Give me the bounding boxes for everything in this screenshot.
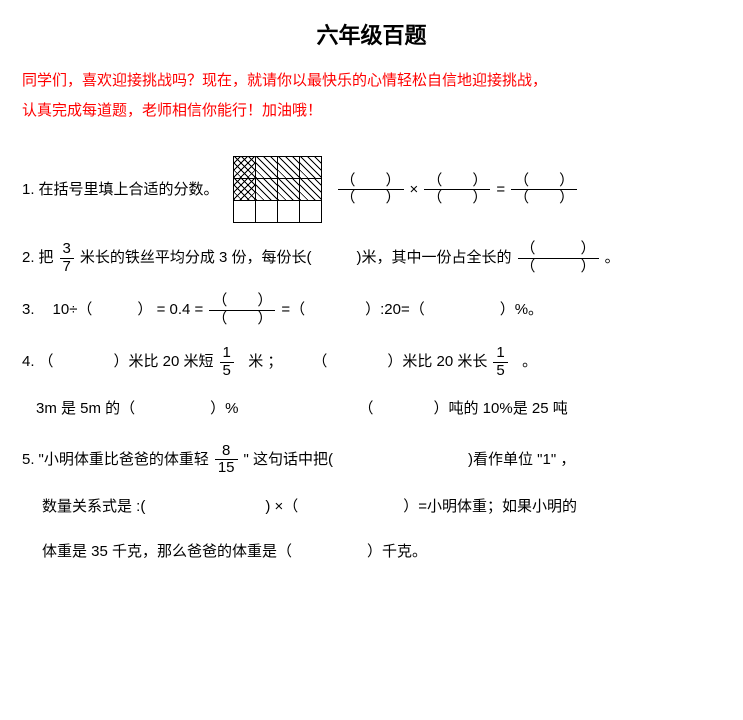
q5-number: 5. [22, 444, 35, 476]
intro-line-1: 同学们，喜欢迎接挑战吗？现在，就请你以最快乐的心情轻松自信地迎接挑战， [22, 72, 547, 89]
q1-number: 1. [22, 174, 35, 206]
q2-number: 2. [22, 242, 35, 274]
paren-blank: （ ） [338, 173, 404, 190]
q1-frac-3: （ ） （ ） [511, 173, 577, 207]
question-1: 1. 在括号里填上合适的分数。 （ ） （ ） × （ ） （ ） = （ ） … [22, 156, 721, 223]
q1-grid [233, 156, 322, 223]
page-title: 六年级百题 [22, 18, 721, 50]
q1-text: 在括号里填上合适的分数。 [39, 174, 219, 206]
q5-line-3: 体重是 35 千克，那么爸爸的体重是（ ）千克。 [42, 543, 427, 560]
fraction-numerator: 1 [220, 345, 234, 362]
q2-paren-fraction: （ ） （ ） [518, 241, 599, 275]
paren-blank: （ ） [338, 190, 404, 207]
q4-fraction-2: 1 5 [493, 345, 507, 379]
paren-blank: （ ） [209, 311, 275, 328]
q2-text-1: 把 [39, 242, 54, 274]
fraction-denominator: 15 [215, 460, 238, 477]
q4-text-2: 米 ； （ ）米比 20 米长 [240, 346, 488, 378]
q3-text-2: =（ ）:20=（ ）%。 [281, 294, 543, 326]
q5-text-1: "小明体重比爸爸的体重轻 [39, 444, 209, 476]
intro-line-2: 认真完成每道题，老师相信你能行！加油哦！ [22, 102, 322, 119]
q5-text-2: " 这句话中把( )看作单位 "1" ， [244, 444, 576, 476]
q1-frac-1: （ ） （ ） [338, 173, 404, 207]
paren-blank: （ ） [511, 190, 577, 207]
q4-text-3: 。 [514, 346, 537, 378]
paren-blank: （ ） [424, 173, 490, 190]
paren-blank: （ ） [518, 241, 599, 258]
q2-text-3: 。 [605, 242, 620, 274]
paren-blank: （ ） [518, 259, 599, 276]
q5-line-2: 数量关系式是 :( ) ×（ ）=小明体重；如果小明的 [42, 498, 577, 515]
q4-fraction-1: 1 5 [220, 345, 234, 379]
question-3: 3. 10÷（ ） = 0.4 = （ ） （ ） =（ ）:20=（ ）%。 [22, 293, 721, 327]
q2-text-2: 米长的铁丝平均分成 3 份，每份长( )米，其中一份占全长的 [80, 242, 512, 274]
question-5: 5. "小明体重比爸爸的体重轻 8 15 " 这句话中把( )看作单位 "1" … [22, 443, 721, 568]
fraction-numerator: 8 [219, 443, 233, 460]
paren-blank: （ ） [209, 293, 275, 310]
q3-number: 3. [22, 294, 35, 326]
paren-blank: （ ） [424, 190, 490, 207]
op-multiply: × [410, 174, 419, 206]
paren-blank: （ ） [511, 173, 577, 190]
q5-fraction: 8 15 [215, 443, 238, 477]
q4-line2-a: 3m 是 5m 的（ ）% [36, 393, 239, 425]
fraction-denominator: 5 [493, 363, 507, 380]
intro-text: 同学们，喜欢迎接挑战吗？现在，就请你以最快乐的心情轻松自信地迎接挑战， 认真完成… [22, 66, 721, 126]
q4-text-1: （ ）米比 20 米短 [39, 346, 214, 378]
fraction-denominator: 7 [60, 259, 74, 276]
fraction-denominator: 5 [220, 363, 234, 380]
q4-line2-b: （ ）吨的 10%是 25 吨 [359, 393, 568, 425]
q3-text-1: 10÷（ ） = 0.4 = [53, 294, 204, 326]
q3-paren-fraction: （ ） （ ） [209, 293, 275, 327]
q1-frac-2: （ ） （ ） [424, 173, 490, 207]
q2-fraction: 3 7 [60, 241, 74, 275]
fraction-numerator: 1 [493, 345, 507, 362]
question-2: 2. 把 3 7 米长的铁丝平均分成 3 份，每份长( )米，其中一份占全长的 … [22, 241, 721, 275]
op-equals: = [496, 174, 505, 206]
fraction-numerator: 3 [60, 241, 74, 258]
question-4: 4. （ ）米比 20 米短 1 5 米 ； （ ）米比 20 米长 1 5 。… [22, 345, 721, 425]
q4-number: 4. [22, 346, 35, 378]
